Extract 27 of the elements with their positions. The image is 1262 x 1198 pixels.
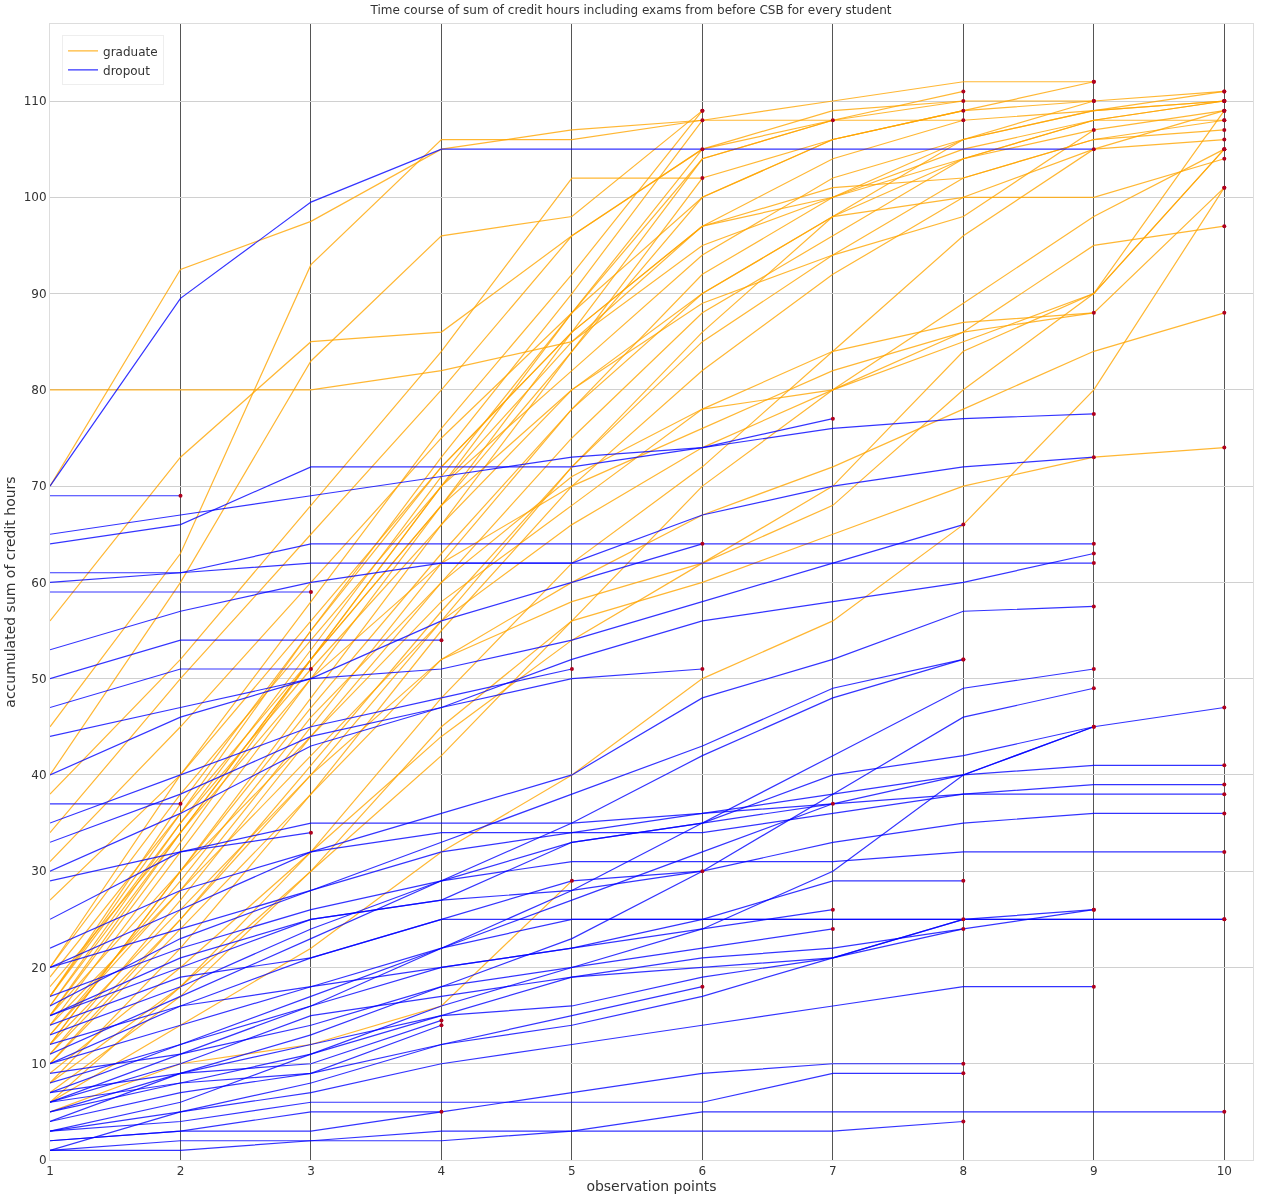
x-tick-label: 10 xyxy=(1216,1164,1232,1179)
x-tick-label: 4 xyxy=(437,1164,446,1179)
x-tick-label: 1 xyxy=(46,1164,54,1179)
y-tick-label: 0 xyxy=(38,1153,47,1168)
x-tick-label: 6 xyxy=(698,1164,707,1179)
legend-label: dropout xyxy=(103,63,151,78)
y-tick-label: 40 xyxy=(31,768,47,783)
x-tick-label: 7 xyxy=(829,1164,837,1179)
legend-label: graduate xyxy=(103,44,158,59)
chart-title: Time course of sum of credit hours including exams from before CSB for every student xyxy=(369,3,892,18)
y-tick-label: 70 xyxy=(31,479,47,494)
y-tick-label: 100 xyxy=(23,190,47,205)
x-tick-label: 5 xyxy=(568,1164,576,1179)
x-tick-label: 3 xyxy=(307,1164,315,1179)
y-tick-label: 80 xyxy=(31,383,47,398)
y-tick-label: 30 xyxy=(31,864,47,879)
y-tick-label: 90 xyxy=(31,286,47,301)
y-axis-title: accumulated sum of credit hours xyxy=(2,476,19,708)
y-tick-label: 50 xyxy=(31,671,47,686)
x-axis-title: observation points xyxy=(586,1178,717,1195)
x-tick-label: 9 xyxy=(1090,1164,1098,1179)
y-tick-label: 60 xyxy=(31,575,47,590)
x-tick-label: 8 xyxy=(959,1164,968,1179)
y-tick-label: 110 xyxy=(23,94,47,109)
x-tick-label: 2 xyxy=(176,1164,185,1179)
y-tick-label: 20 xyxy=(31,960,47,975)
y-tick-label: 10 xyxy=(31,1056,47,1071)
